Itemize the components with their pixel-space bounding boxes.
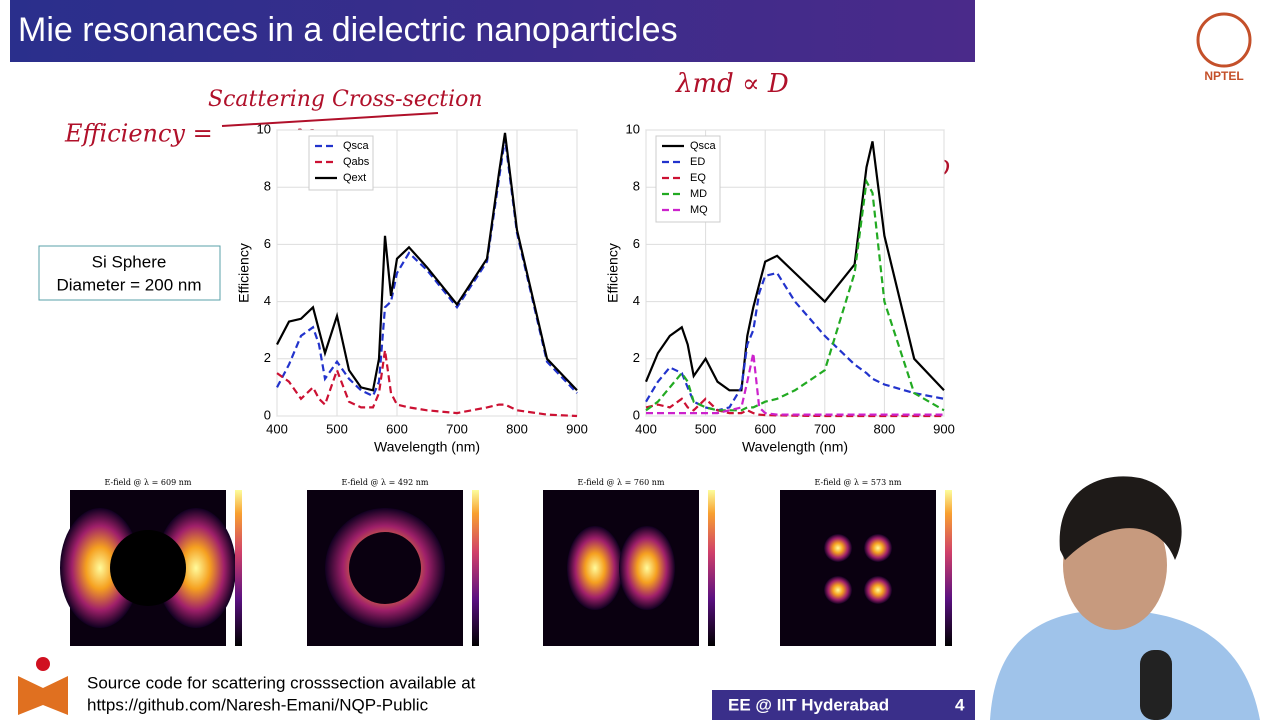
logo-emblem	[1196, 12, 1252, 68]
series-line	[276, 138, 578, 398]
x-tick-label: 400	[266, 421, 288, 436]
series-line	[645, 177, 945, 412]
y-axis-label: Efficiency	[605, 243, 621, 303]
box-line: Diameter = 200 nm	[56, 275, 201, 294]
legend-label: Qabs	[343, 156, 370, 168]
fraction-line	[221, 112, 439, 127]
info-box	[38, 245, 221, 301]
banner-text: EE @ IIT Hyderabad	[728, 695, 889, 714]
y-tick-label: 2	[264, 350, 271, 365]
banner	[712, 690, 975, 720]
handwriting: Scattering Cross-section	[208, 87, 483, 112]
y-axis-label: Efficiency	[236, 243, 252, 303]
handwriting: Efficiency =	[64, 120, 213, 148]
field-lobe	[156, 508, 236, 628]
x-tick-label: 800	[874, 421, 896, 436]
footer-note: https://github.com/Naresh-Emani/NQP-Publ…	[87, 695, 429, 714]
field-lobe	[824, 534, 852, 562]
x-tick-label: 700	[814, 421, 836, 436]
series-line	[646, 352, 944, 416]
footer-logo-book	[18, 676, 68, 715]
y-tick-label: 2	[633, 350, 640, 365]
hair	[1059, 476, 1182, 560]
x-tick-label: 500	[326, 421, 348, 436]
x-axis-label: Wavelength (nm)	[374, 439, 480, 455]
slide-title: Mie resonances in a dielectric nanoparti…	[18, 11, 678, 49]
field-lobe	[619, 526, 675, 610]
y-tick-label: 0	[633, 407, 640, 422]
x-tick-label: 900	[566, 421, 588, 436]
series-line	[276, 132, 578, 392]
map	[780, 490, 936, 646]
page-number: 4	[955, 695, 965, 714]
colorbar	[235, 490, 242, 646]
shirt	[990, 610, 1260, 720]
footer-note: Source code for scattering crosssection …	[87, 673, 476, 692]
series-line	[645, 397, 944, 418]
y-tick-label: 6	[633, 236, 640, 251]
particle	[349, 532, 421, 604]
colorbar	[472, 490, 479, 646]
map-title: E-field @ λ = 573 nm	[815, 478, 902, 487]
field-lobe	[567, 526, 623, 610]
x-tick-label: 400	[635, 421, 657, 436]
series-line	[644, 141, 945, 392]
y-tick-label: 0	[264, 407, 271, 422]
series-line	[276, 350, 578, 418]
x-tick-label: 800	[506, 421, 528, 436]
colorbar	[945, 490, 952, 646]
field-maps: E-field @ λ = 609 nm E-field @ λ = 492 nm…	[60, 478, 952, 646]
legend-label: ED	[690, 156, 705, 168]
x-tick-label: 600	[754, 421, 776, 436]
x-tick-label: 500	[695, 421, 717, 436]
field-lobe	[60, 508, 140, 628]
y-tick-label: 10	[257, 121, 271, 136]
y-tick-label: 4	[633, 293, 640, 308]
header-bar	[10, 0, 975, 62]
microphone	[1140, 650, 1172, 720]
field-lobe	[824, 576, 852, 604]
legend-label: EQ	[690, 172, 706, 184]
x-axis-label: Wavelength (nm)	[742, 439, 848, 455]
y-tick-label: 6	[264, 236, 271, 251]
speaker	[990, 476, 1260, 720]
y-tick-label: 8	[264, 179, 271, 194]
y-tick-label: 10	[626, 121, 640, 136]
legend-label: Qsca	[343, 140, 370, 152]
handwriting: λmd ∝ D	[675, 69, 789, 99]
y-tick-label: 8	[633, 179, 640, 194]
series-line	[645, 271, 945, 412]
particle	[110, 530, 186, 606]
y-tick-label: 4	[264, 293, 271, 308]
legend-label: Qext	[343, 172, 366, 184]
field-lobe	[864, 534, 892, 562]
legend-label: MQ	[690, 204, 708, 216]
map-title: E-field @ λ = 609 nm	[105, 478, 192, 487]
legend-label: Qsca	[690, 140, 717, 152]
field-lobe	[864, 576, 892, 604]
x-tick-label: 600	[386, 421, 408, 436]
colorbar	[708, 490, 715, 646]
logo-text: NPTEL	[1204, 69, 1243, 83]
footer-logo-dot	[36, 657, 50, 671]
box-line: Si Sphere	[92, 252, 167, 271]
x-tick-label: 700	[446, 421, 468, 436]
map-title: E-field @ λ = 760 nm	[578, 478, 665, 487]
legend-label: MD	[690, 188, 707, 200]
map-title: E-field @ λ = 492 nm	[342, 478, 429, 487]
x-tick-label: 900	[933, 421, 955, 436]
